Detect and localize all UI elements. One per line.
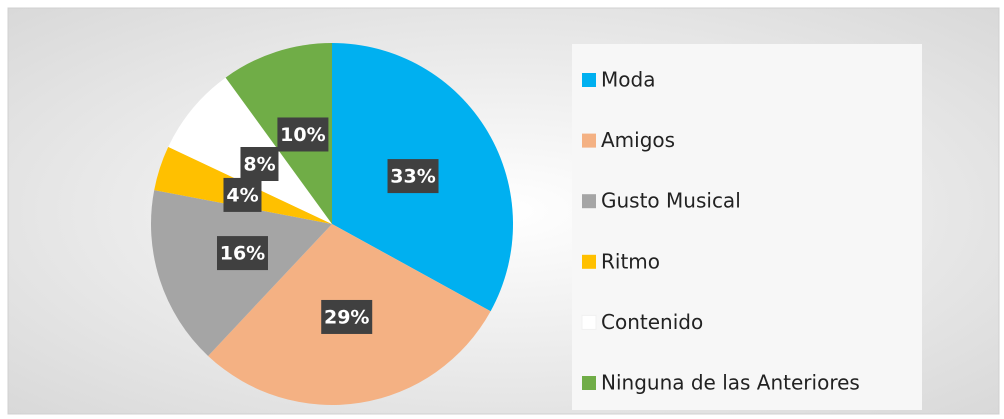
- pie-slice: [151, 190, 332, 356]
- legend-label: Amigos: [601, 128, 675, 152]
- legend-marker: [581, 314, 597, 330]
- legend-label: Ninguna de las Anteriores: [601, 371, 860, 395]
- legend-marker: [582, 254, 596, 269]
- legend-label: Moda: [601, 68, 655, 92]
- legend-marker: [582, 73, 596, 87]
- legend-label: Gusto Musical: [601, 189, 741, 213]
- value-label: 29%: [324, 306, 369, 328]
- legend-marker: [582, 194, 596, 209]
- legend-marker: [582, 133, 596, 148]
- legend-label: Contenido: [601, 310, 703, 334]
- value-label-box: [387, 159, 439, 194]
- legend-box: [572, 44, 922, 410]
- legend-label: Ritmo: [601, 249, 660, 273]
- legend-marker: [582, 376, 596, 390]
- value-label: 8%: [243, 154, 275, 176]
- value-label-box: [240, 147, 279, 182]
- value-label-box: [216, 236, 268, 271]
- value-label: 10%: [280, 124, 325, 146]
- value-label-box: [223, 177, 262, 212]
- value-label: 16%: [220, 243, 265, 265]
- value-label-box: [277, 117, 329, 152]
- value-label-box: [321, 299, 373, 334]
- value-label: 4%: [226, 184, 258, 206]
- value-label: 33%: [390, 166, 435, 188]
